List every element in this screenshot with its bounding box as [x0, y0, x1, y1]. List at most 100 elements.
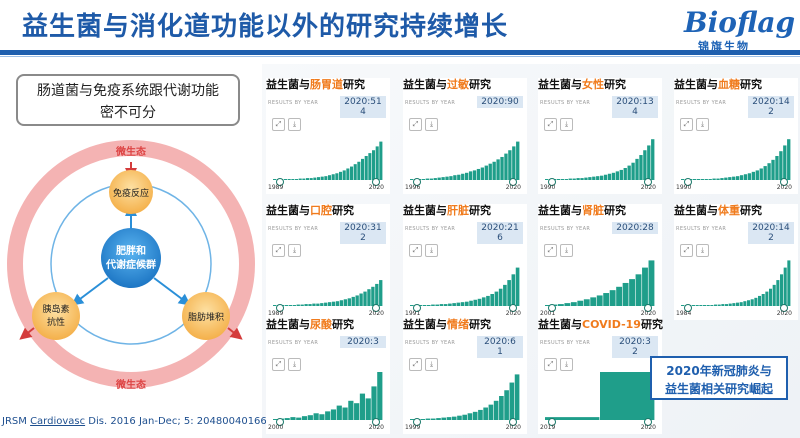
download-icon[interactable]: ⤓: [696, 118, 709, 131]
year-bar: [647, 145, 651, 180]
range-handle-start[interactable]: [413, 304, 421, 312]
year-bar: [435, 304, 440, 306]
year-bar: [512, 146, 516, 180]
range-handle-end[interactable]: [509, 418, 517, 426]
range-handle-start[interactable]: [684, 178, 692, 186]
expand-icon[interactable]: ⤢: [272, 244, 285, 257]
year-bar: [699, 305, 703, 306]
range-handle-end[interactable]: [372, 418, 380, 426]
expand-icon[interactable]: ⤢: [409, 358, 422, 371]
year-bar: [465, 301, 469, 306]
card-title-suffix: 研究: [343, 78, 365, 91]
year-bar: [478, 409, 483, 420]
range-handle-start[interactable]: [276, 304, 284, 312]
range-handle-start[interactable]: [276, 178, 284, 186]
range-handle-end[interactable]: [372, 178, 380, 186]
year-bar: [273, 305, 277, 306]
year-bar: [324, 176, 328, 180]
range-handle-end[interactable]: [644, 418, 652, 426]
download-icon[interactable]: ⤓: [560, 244, 573, 257]
range-handle-start[interactable]: [548, 304, 556, 312]
download-icon[interactable]: ⤓: [288, 244, 301, 257]
download-icon[interactable]: ⤓: [560, 118, 573, 131]
year-bar: [743, 174, 748, 180]
range-handle-end[interactable]: [372, 304, 380, 312]
range-handle-start[interactable]: [413, 418, 421, 426]
year-bar: [357, 161, 361, 180]
range-handle-start[interactable]: [548, 178, 556, 186]
year-bar: [425, 418, 431, 420]
card-title-prefix: 益生菌与: [538, 318, 582, 331]
range-handle-end[interactable]: [509, 304, 517, 312]
card-title-topic: 情绪: [447, 318, 469, 331]
expand-icon[interactable]: ⤢: [272, 118, 285, 131]
expand-icon[interactable]: ⤢: [409, 118, 422, 131]
range-handle-start[interactable]: [413, 178, 421, 186]
year-bar: [284, 418, 290, 420]
year-bar: [503, 284, 507, 306]
year-bar: [603, 174, 608, 180]
year-bar: [481, 297, 486, 306]
year-bar: [288, 305, 293, 306]
year-bar: [306, 178, 310, 180]
year-bar: [584, 177, 588, 180]
citation-journal-link[interactable]: Cardiovasc: [30, 416, 86, 427]
range-handle-end[interactable]: [780, 178, 788, 186]
year-bar: [576, 178, 580, 180]
year-end-label: 2020: [368, 310, 384, 317]
research-card: 益生菌与肾脏研究 RESULTS BY YEAR 2020:28 ⤢ ⤓ 2001 2020: [538, 204, 662, 320]
range-handle-end[interactable]: [644, 304, 652, 312]
expand-icon[interactable]: ⤢: [544, 358, 557, 371]
year-count-badge: 2020:14 2: [748, 222, 794, 244]
download-icon[interactable]: ⤓: [425, 358, 438, 371]
year-bar: [312, 303, 316, 306]
year-count-badge: 2020:31 2: [340, 222, 386, 244]
download-icon[interactable]: ⤓: [425, 244, 438, 257]
range-handle-start[interactable]: [684, 304, 692, 312]
gut-immune-callout: 肠道菌与免疫系统跟代谢功能 密不可分: [16, 74, 240, 126]
red-arrow-right: [227, 327, 243, 340]
expand-icon[interactable]: ⤢: [680, 118, 693, 131]
year-bar: [492, 161, 496, 180]
year-bar: [339, 300, 344, 306]
center-label-1: 肥胖和: [116, 244, 146, 257]
download-icon[interactable]: ⤓: [288, 358, 301, 371]
card-title-suffix: 研究: [740, 204, 762, 217]
results-by-year-chart: [273, 372, 383, 420]
expand-icon[interactable]: ⤢: [544, 244, 557, 257]
year-bar: [320, 176, 324, 180]
year-bar: [583, 299, 590, 306]
research-card: 益生菌与肠胃道研究 RESULTS BY YEAR 2020:51 4 ⤢ ⤓ 1989 20…: [266, 78, 390, 194]
year-bar: [716, 178, 720, 180]
expand-icon[interactable]: ⤢: [272, 358, 285, 371]
results-by-year-label: RESULTS BY YEAR: [540, 226, 591, 232]
download-icon[interactable]: ⤓: [425, 118, 438, 131]
card-title-topic: 尿酸: [310, 318, 332, 331]
year-bar: [772, 284, 776, 306]
year-bar: [365, 398, 371, 420]
year-bar: [273, 419, 279, 420]
year-bar: [507, 280, 511, 306]
year-bar: [375, 283, 379, 306]
year-bar: [635, 274, 642, 306]
expand-icon[interactable]: ⤢: [544, 118, 557, 131]
bioflag-logo: Bioflag 锦旗生物: [684, 6, 796, 54]
year-bar: [441, 177, 445, 180]
range-handle-start[interactable]: [548, 418, 556, 426]
download-icon[interactable]: ⤓: [560, 358, 573, 371]
expand-icon[interactable]: ⤢: [680, 244, 693, 257]
results-by-year-chart: [410, 141, 520, 180]
range-handle-end[interactable]: [644, 178, 652, 186]
range-handle-end[interactable]: [509, 178, 517, 186]
results-by-year-chart: [273, 280, 383, 306]
download-icon[interactable]: ⤓: [696, 244, 709, 257]
year-bar: [307, 415, 313, 420]
range-handle-end[interactable]: [780, 304, 788, 312]
expand-icon[interactable]: ⤢: [409, 244, 422, 257]
year-bar: [692, 179, 697, 180]
arrow-center-right: [153, 277, 191, 306]
year-bar: [560, 179, 565, 180]
card-title-prefix: 益生菌与: [403, 78, 447, 91]
download-icon[interactable]: ⤓: [288, 118, 301, 131]
range-handle-start[interactable]: [276, 418, 284, 426]
